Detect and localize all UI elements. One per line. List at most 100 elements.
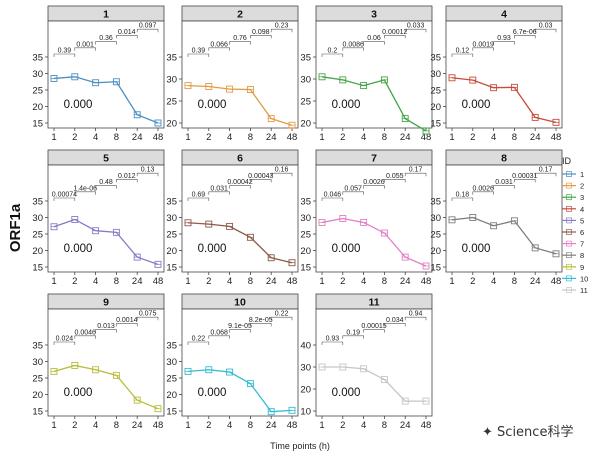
comparison-bracket: [270, 316, 293, 321]
comparison-bracket: [116, 35, 138, 39]
p-value-label: 0.066: [210, 41, 228, 48]
legend-marker: [566, 287, 572, 293]
y-tick-label: 15: [32, 407, 43, 418]
comparison-bracket: [342, 335, 364, 339]
comparison-bracket: [74, 47, 96, 51]
p-value-label: 0.031: [495, 179, 513, 186]
y-tick-label: 25: [430, 230, 441, 241]
comparison-bracket: [404, 172, 427, 177]
y-tick-label: 20: [166, 246, 177, 257]
comparison-bracket: [74, 191, 96, 195]
y-tick-label: 30: [32, 213, 43, 224]
series-line: [321, 76, 427, 132]
y-tick-label: 20: [300, 119, 311, 130]
y-tick-label: 25: [300, 230, 311, 241]
comparison-bracket: [136, 172, 159, 177]
watermark: ✦ Science科学: [482, 421, 573, 440]
x-tick-label: 24: [132, 420, 143, 431]
legend-marker: [566, 229, 572, 235]
x-tick-label: 1: [185, 420, 190, 431]
p-value-label: 0.94: [409, 311, 423, 318]
y-tick-label: 30: [300, 363, 311, 374]
x-tick-label: 4: [227, 132, 232, 143]
x-tick-label: 48: [551, 276, 562, 287]
legend-item: 11: [562, 286, 588, 295]
panel-title: 7: [371, 153, 377, 165]
x-tick-label: 8: [248, 420, 253, 431]
comparison-bracket: [384, 179, 406, 183]
panel-inner-label: 0.000: [462, 243, 491, 255]
x-tick-label: 48: [551, 132, 562, 143]
comparison-bracket: [250, 323, 272, 327]
x-axis-title: Time points (h): [270, 441, 330, 451]
p-value-label: 0.03: [539, 23, 553, 30]
legend-marker: [566, 194, 572, 201]
series-line: [187, 222, 293, 264]
legend-label: 4: [580, 205, 584, 214]
x-tick-label: 2: [340, 276, 345, 287]
p-value-label: 0.13: [141, 167, 155, 174]
panel-inner-label: 0.000: [64, 243, 93, 255]
x-tick-label: 8: [114, 276, 119, 287]
panel-inner-label: 0.000: [332, 99, 361, 111]
p-value-label: 0.93: [497, 35, 511, 42]
p-value-label: 0.098: [252, 29, 270, 36]
comparison-bracket: [53, 341, 76, 345]
x-tick-label: 24: [530, 276, 541, 287]
x-tick-label: 4: [227, 420, 232, 431]
comparison-bracket: [74, 335, 96, 339]
p-value-label: 0.48: [99, 179, 113, 186]
legend-label: 5: [580, 216, 584, 225]
comparison-bracket: [53, 197, 76, 201]
x-tick-label: 2: [72, 132, 77, 143]
x-tick-label: 48: [287, 132, 298, 143]
comparison-bracket: [270, 28, 293, 33]
x-tick-label: 1: [51, 132, 56, 143]
p-value-label: 0.024: [56, 336, 74, 343]
x-tick-label: 48: [287, 420, 298, 431]
panel-inner-label: 0.000: [332, 387, 361, 399]
comparison-bracket: [493, 41, 515, 45]
y-tick-label: 30: [32, 357, 43, 368]
y-tick-label: 25: [32, 374, 43, 385]
x-tick-label: 24: [132, 276, 143, 287]
y-tick-label: 25: [430, 86, 441, 97]
panel-inner-label: 0.000: [462, 99, 491, 111]
panel-title: 9: [103, 297, 109, 309]
p-value-label: 0.097: [139, 23, 157, 30]
p-value-label: 0.034: [386, 317, 404, 324]
p-value-label: 0.0046: [74, 329, 96, 336]
x-tick-label: 2: [206, 276, 211, 287]
p-value-label: 0.23: [275, 23, 289, 30]
y-tick-label: 30: [166, 75, 177, 86]
x-tick-label: 2: [340, 420, 345, 431]
x-tick-label: 24: [530, 132, 541, 143]
series-line: [322, 366, 426, 402]
comparison-bracket: [321, 197, 344, 201]
panel-frame: [315, 308, 433, 417]
p-value-label: 0.0014: [116, 317, 138, 324]
panel-frame: [181, 20, 299, 129]
x-tick-label: 1: [449, 276, 454, 287]
panel-title: 5: [103, 153, 109, 165]
legend-label: 1: [580, 170, 584, 179]
y-tick-label: 20: [300, 385, 311, 396]
y-tick-label: 30: [300, 213, 311, 224]
x-tick-label: 8: [382, 132, 387, 143]
p-value-label: 0.068: [210, 329, 228, 336]
p-value-label: 0.0026: [363, 179, 385, 186]
comparison-bracket: [342, 191, 364, 195]
comparison-bracket: [229, 185, 251, 189]
y-tick-label: 30: [166, 357, 177, 368]
comparison-bracket: [472, 191, 494, 195]
x-tick-label: 24: [400, 276, 411, 287]
p-value-label: 0.06: [367, 35, 381, 42]
x-tick-label: 2: [206, 132, 211, 143]
comparison-bracket: [451, 197, 474, 201]
legend-item: 5: [562, 216, 584, 225]
legend-item: 9: [562, 263, 584, 272]
comparison-bracket: [534, 28, 557, 33]
x-tick-label: 4: [491, 276, 496, 287]
